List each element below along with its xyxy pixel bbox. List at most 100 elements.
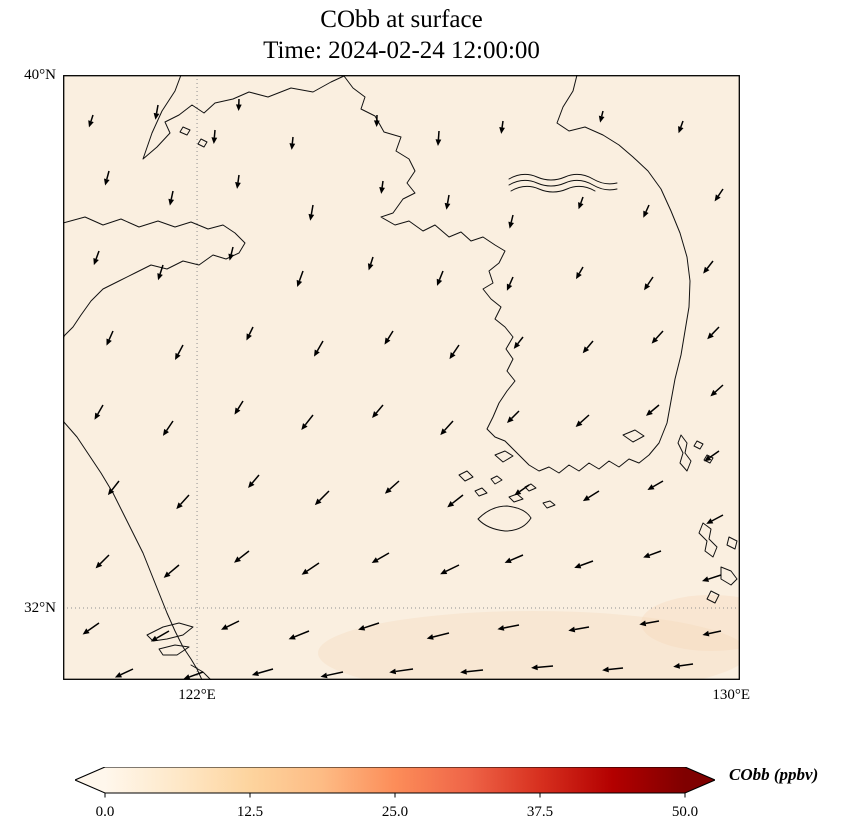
quiver-arrow <box>444 194 451 210</box>
coastline-path <box>720 566 738 586</box>
quiver-arrow <box>153 104 160 120</box>
quiver-arrow <box>639 620 660 627</box>
chart-title: CObb at surface <box>320 6 483 33</box>
quiver-arrow <box>582 340 594 354</box>
quiver-arrow <box>289 136 296 150</box>
quiver-arrow <box>183 671 204 680</box>
quiver-arrow <box>504 554 524 563</box>
quiver-arrow <box>506 410 520 424</box>
quiver-arrow <box>499 120 505 134</box>
coastline-path <box>474 487 488 497</box>
quiver-arrow <box>506 276 514 291</box>
coastline-path <box>494 450 514 463</box>
quiver-arrow <box>308 204 315 221</box>
colorbar-tick-label: 12.5 <box>236 804 264 820</box>
x-tick-label: 130°E <box>712 687 751 703</box>
quiver-arrow <box>678 120 684 134</box>
quiver-arrow <box>440 564 460 575</box>
y-tick-label: 32°N <box>24 600 56 616</box>
quiver-arrow <box>82 622 100 635</box>
quiver-arrow <box>513 336 524 349</box>
quiver-arrow <box>93 250 100 266</box>
quiver-arrow <box>447 494 464 508</box>
coastline-path <box>677 434 692 472</box>
quiver-arrow <box>436 270 444 286</box>
colorbar <box>73 766 717 798</box>
quiver-arrow <box>460 668 484 675</box>
quiver-arrow <box>602 666 624 673</box>
coastline-path <box>63 420 203 680</box>
colorbar-tick-label: 25.0 <box>381 804 409 820</box>
quiver-arrow <box>384 480 400 494</box>
coastline-path <box>63 216 246 339</box>
quiver-arrow <box>703 260 714 274</box>
quiver-arrow <box>168 190 175 206</box>
quiver-arrow <box>379 180 385 194</box>
quiver-arrow <box>704 450 720 462</box>
quiver-arrow <box>440 420 454 436</box>
coastline-path <box>698 522 718 558</box>
colorbar-label: CObb (ppbv) <box>729 765 819 784</box>
quiver-arrow <box>651 330 664 344</box>
quiver-arrow <box>643 204 650 218</box>
map-svg <box>63 75 740 680</box>
chart-subtitle-time: Time: 2024-02-24 12:00:00 <box>263 37 540 64</box>
quiver-arrow <box>234 400 244 415</box>
quiver-arrow <box>301 414 314 430</box>
colorbar-tick-label: 50.0 <box>671 804 699 820</box>
coastline-path <box>706 590 720 604</box>
quiver-arrow <box>598 110 605 123</box>
coastline-path <box>158 644 190 656</box>
quiver-arrow <box>706 514 724 524</box>
quiver-arrow <box>162 420 174 436</box>
quiver-arrow <box>647 480 664 490</box>
quiver-arrow <box>288 630 310 640</box>
gridline-layer <box>63 75 740 680</box>
coastline-path <box>542 500 556 509</box>
quiver-arrow <box>574 560 594 569</box>
colorbar-right-extend-arrow <box>685 767 715 793</box>
quiver-arrow <box>358 622 380 631</box>
quiver-arrow <box>114 668 134 678</box>
quiver-arrow <box>150 630 170 642</box>
map-plot-area <box>63 75 740 680</box>
coastline-path <box>693 440 704 450</box>
quiver-arrow <box>714 188 724 202</box>
field-tint-patch <box>318 611 740 680</box>
quiver-arrow <box>702 630 722 637</box>
quiver-arrow <box>371 552 390 563</box>
quiver-arrow <box>228 246 234 261</box>
quiver-arrow <box>389 668 414 675</box>
x-axis-tick-labels: 122°E 130°E <box>63 686 750 706</box>
coastline-path <box>508 179 618 191</box>
colorbar-svg <box>73 766 717 798</box>
quiver-arrow <box>320 671 344 679</box>
coastline-path <box>142 75 691 474</box>
quiver-arrow <box>314 490 330 506</box>
x-tick-label: 122°E <box>178 687 216 703</box>
coastline-path <box>622 429 645 443</box>
quiver-layer <box>82 98 724 680</box>
quiver-arrow <box>575 414 590 428</box>
quiver-arrow <box>673 663 694 669</box>
quiver-arrow <box>176 494 190 510</box>
colorbar-gradient-bar <box>105 767 685 793</box>
quiver-arrow <box>372 404 384 419</box>
colorbar-tick-labels: 0.0 12.5 25.0 37.5 50.0 <box>75 803 715 821</box>
quiver-arrow <box>578 196 584 210</box>
coastline-path <box>508 493 524 503</box>
quiver-arrow <box>643 550 662 559</box>
quiver-arrow <box>301 562 320 575</box>
quiver-arrow <box>701 574 722 582</box>
quiver-arrow <box>568 626 590 633</box>
quiver-arrow <box>88 114 94 128</box>
quiver-arrow <box>234 550 250 563</box>
coastline-path <box>726 536 738 550</box>
quiver-arrow <box>95 554 110 569</box>
quiver-arrow <box>248 474 260 489</box>
quiver-arrow <box>497 624 520 631</box>
quiver-arrow <box>175 344 184 361</box>
quiver-arrow <box>367 256 374 271</box>
quiver-arrow <box>645 404 660 416</box>
